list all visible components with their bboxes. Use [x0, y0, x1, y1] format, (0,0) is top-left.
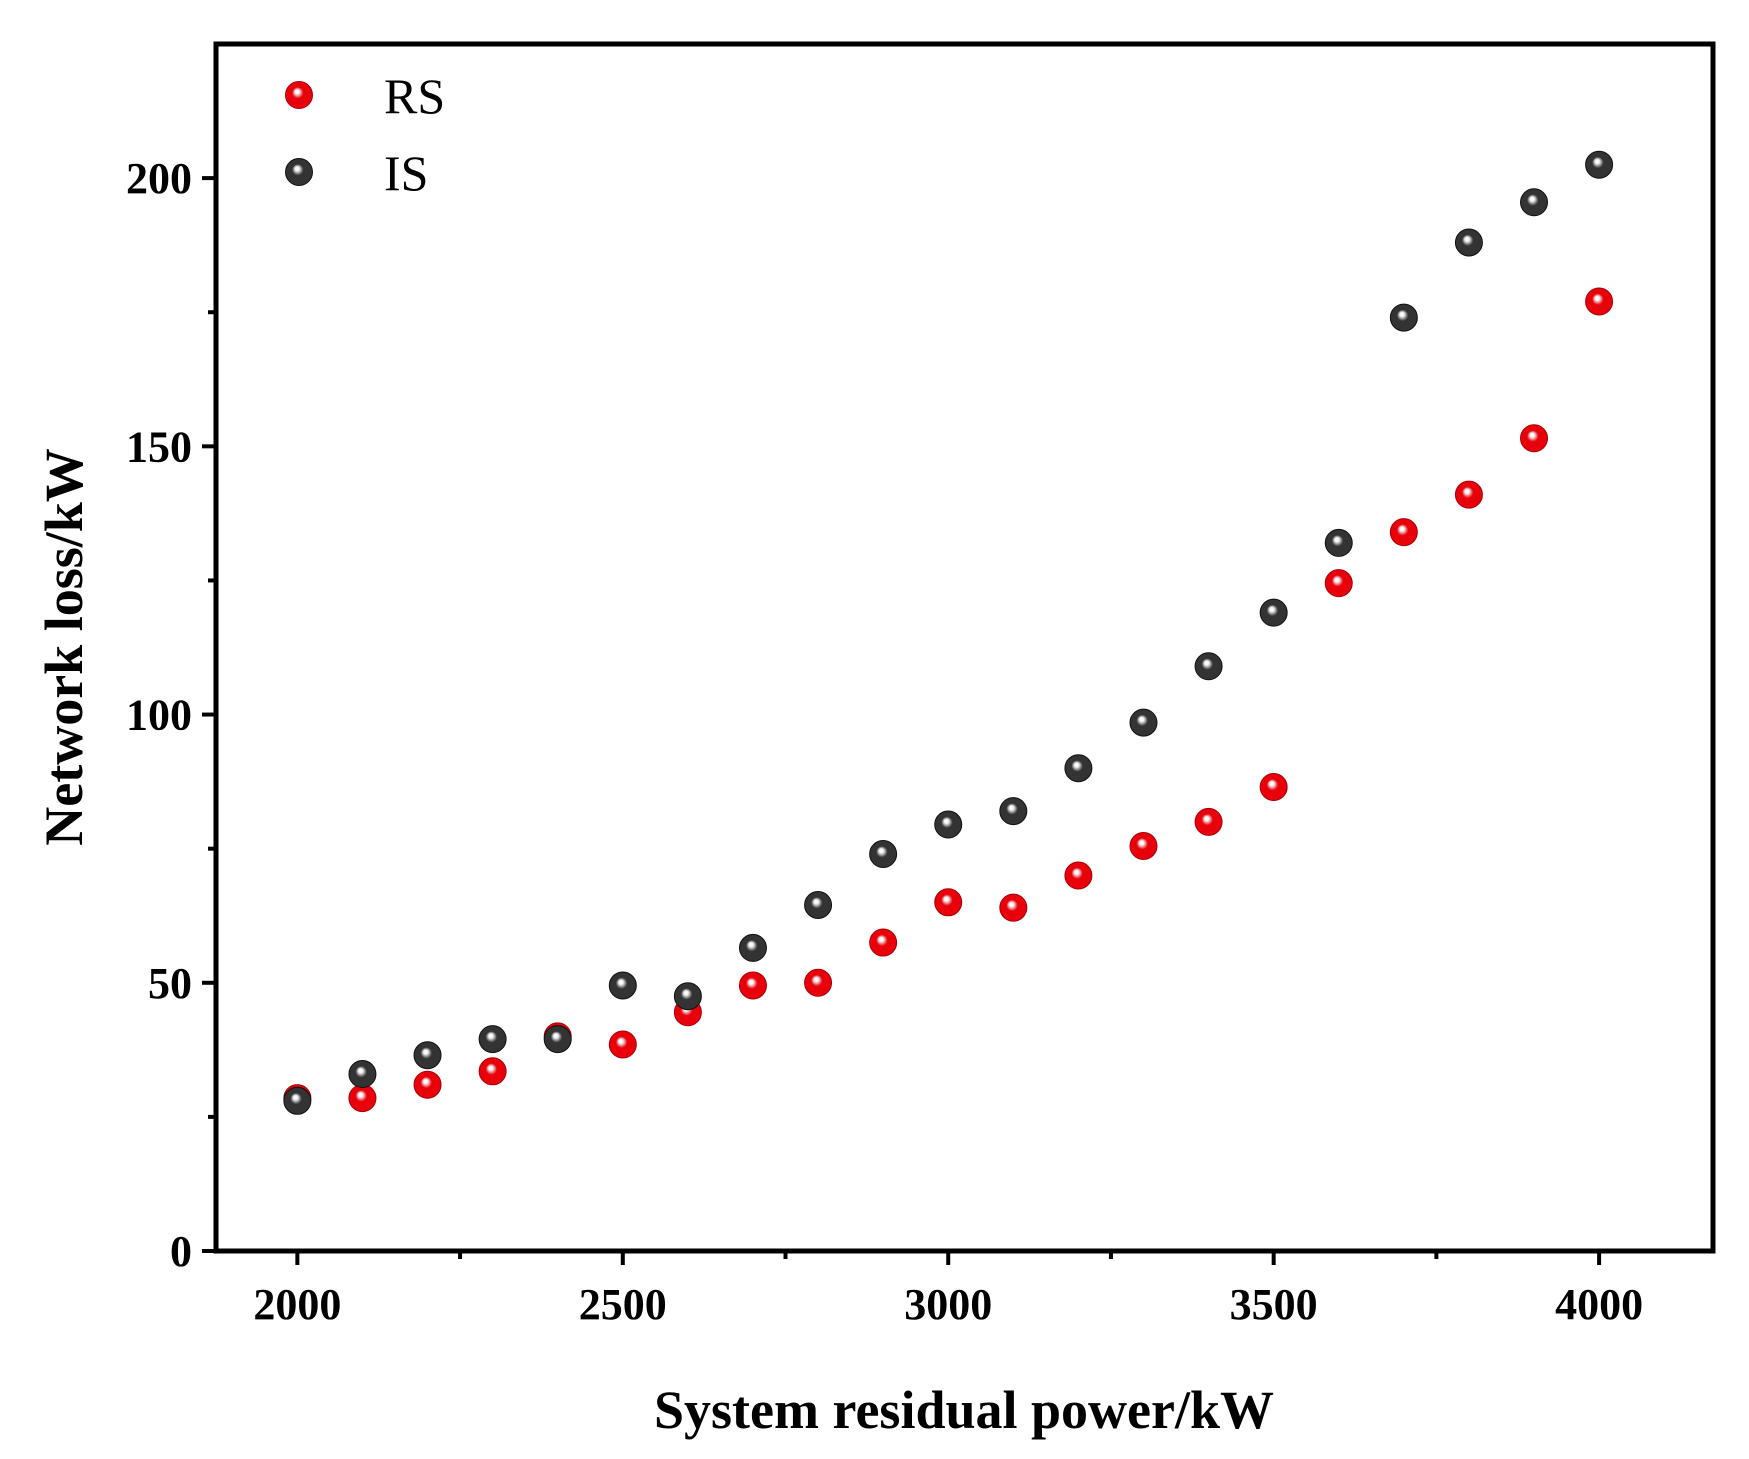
point-rs	[608, 1030, 637, 1059]
point-is	[738, 933, 767, 962]
point-is	[1064, 754, 1093, 783]
legend: RS IS	[285, 68, 445, 201]
point-rs	[478, 1057, 507, 1086]
point-is	[1194, 652, 1223, 681]
point-is	[283, 1086, 312, 1115]
x-tick-label: 2000	[253, 1280, 341, 1329]
point-is	[673, 982, 702, 1011]
y-tick-label: 200	[126, 154, 192, 203]
legend-marker-rs	[285, 81, 313, 109]
point-is	[1454, 228, 1483, 257]
point-is	[1585, 150, 1614, 179]
point-is	[543, 1025, 572, 1054]
axis-ticks: 2000 2500 3000 3500 4000 0 50 100 150 200	[126, 154, 1643, 1329]
point-rs	[738, 971, 767, 1000]
y-tick-label: 150	[126, 422, 192, 471]
x-axis-title: System residual power/kW	[654, 1380, 1274, 1440]
data-points	[283, 150, 1614, 1115]
point-rs	[1194, 807, 1223, 836]
point-is	[1389, 303, 1418, 332]
x-tick-label: 4000	[1555, 1280, 1643, 1329]
point-rs	[1585, 287, 1614, 316]
point-rs	[348, 1084, 377, 1113]
point-rs	[999, 893, 1028, 922]
y-tick-label: 50	[148, 959, 192, 1008]
y-tick-label: 100	[126, 691, 192, 740]
y-axis-title: Network loss/kW	[34, 448, 94, 846]
point-is	[934, 810, 963, 839]
point-is	[1520, 188, 1549, 217]
plot-frame	[213, 41, 1716, 1254]
point-is	[999, 797, 1028, 826]
legend-label-rs: RS	[384, 68, 445, 124]
point-rs	[1454, 480, 1483, 509]
point-rs	[804, 968, 833, 997]
x-tick-label: 3000	[904, 1280, 992, 1329]
point-is	[608, 971, 637, 1000]
x-tick-label: 3500	[1230, 1280, 1318, 1329]
point-rs	[869, 928, 898, 957]
point-is	[478, 1025, 507, 1054]
point-is	[1324, 528, 1353, 557]
point-rs	[1389, 518, 1418, 547]
legend-label-is: IS	[384, 145, 428, 201]
point-rs	[413, 1070, 442, 1099]
point-is	[1259, 598, 1288, 627]
point-rs	[934, 888, 963, 917]
y-tick-label: 0	[170, 1227, 192, 1276]
point-rs	[1129, 831, 1158, 860]
point-rs	[1259, 772, 1288, 801]
point-is	[869, 840, 898, 869]
legend-marker-is	[285, 158, 313, 186]
x-tick-label: 2500	[579, 1280, 667, 1329]
point-is	[348, 1059, 377, 1088]
point-is	[1129, 708, 1158, 737]
point-is	[804, 890, 833, 919]
point-rs	[1064, 861, 1093, 890]
point-is	[413, 1041, 442, 1070]
point-rs	[1324, 569, 1353, 598]
point-rs	[1520, 424, 1549, 453]
